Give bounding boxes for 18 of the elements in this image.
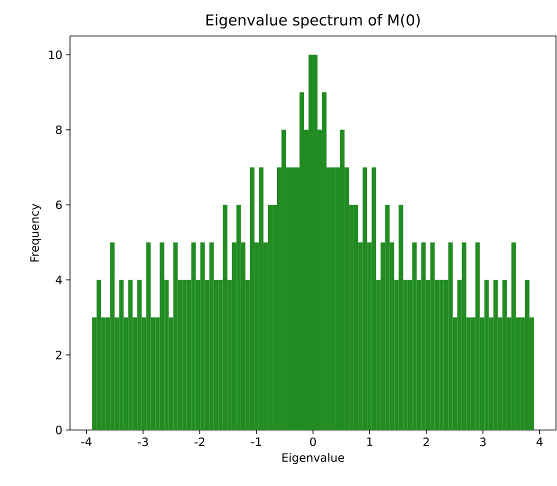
y-tick-label: 10 bbox=[49, 50, 62, 60]
x-tick-label: 1 bbox=[367, 438, 372, 446]
x-tick-label: -3 bbox=[138, 438, 148, 446]
y-axis-title: Frequency bbox=[30, 204, 42, 262]
x-tick-label: -4 bbox=[81, 438, 92, 446]
y-tick-label: 0 bbox=[56, 426, 62, 434]
x-tick-label: 3 bbox=[480, 438, 486, 446]
y-tick-label: 2 bbox=[56, 350, 62, 360]
x-tick-label: 0 bbox=[310, 438, 316, 446]
x-tick-label: 4 bbox=[536, 438, 543, 446]
x-tick-label: -1 bbox=[251, 438, 262, 446]
y-tick-label: 4 bbox=[56, 276, 62, 284]
y-tick-label: 6 bbox=[56, 200, 62, 210]
chart-title: Eigenvalue spectrum of M(0) bbox=[206, 14, 420, 28]
x-axis-title: Eigenvalue bbox=[282, 453, 344, 464]
y-tick-label: 8 bbox=[56, 125, 62, 134]
x-tick-label: 2 bbox=[423, 438, 429, 446]
x-tick-label: -2 bbox=[194, 438, 204, 446]
